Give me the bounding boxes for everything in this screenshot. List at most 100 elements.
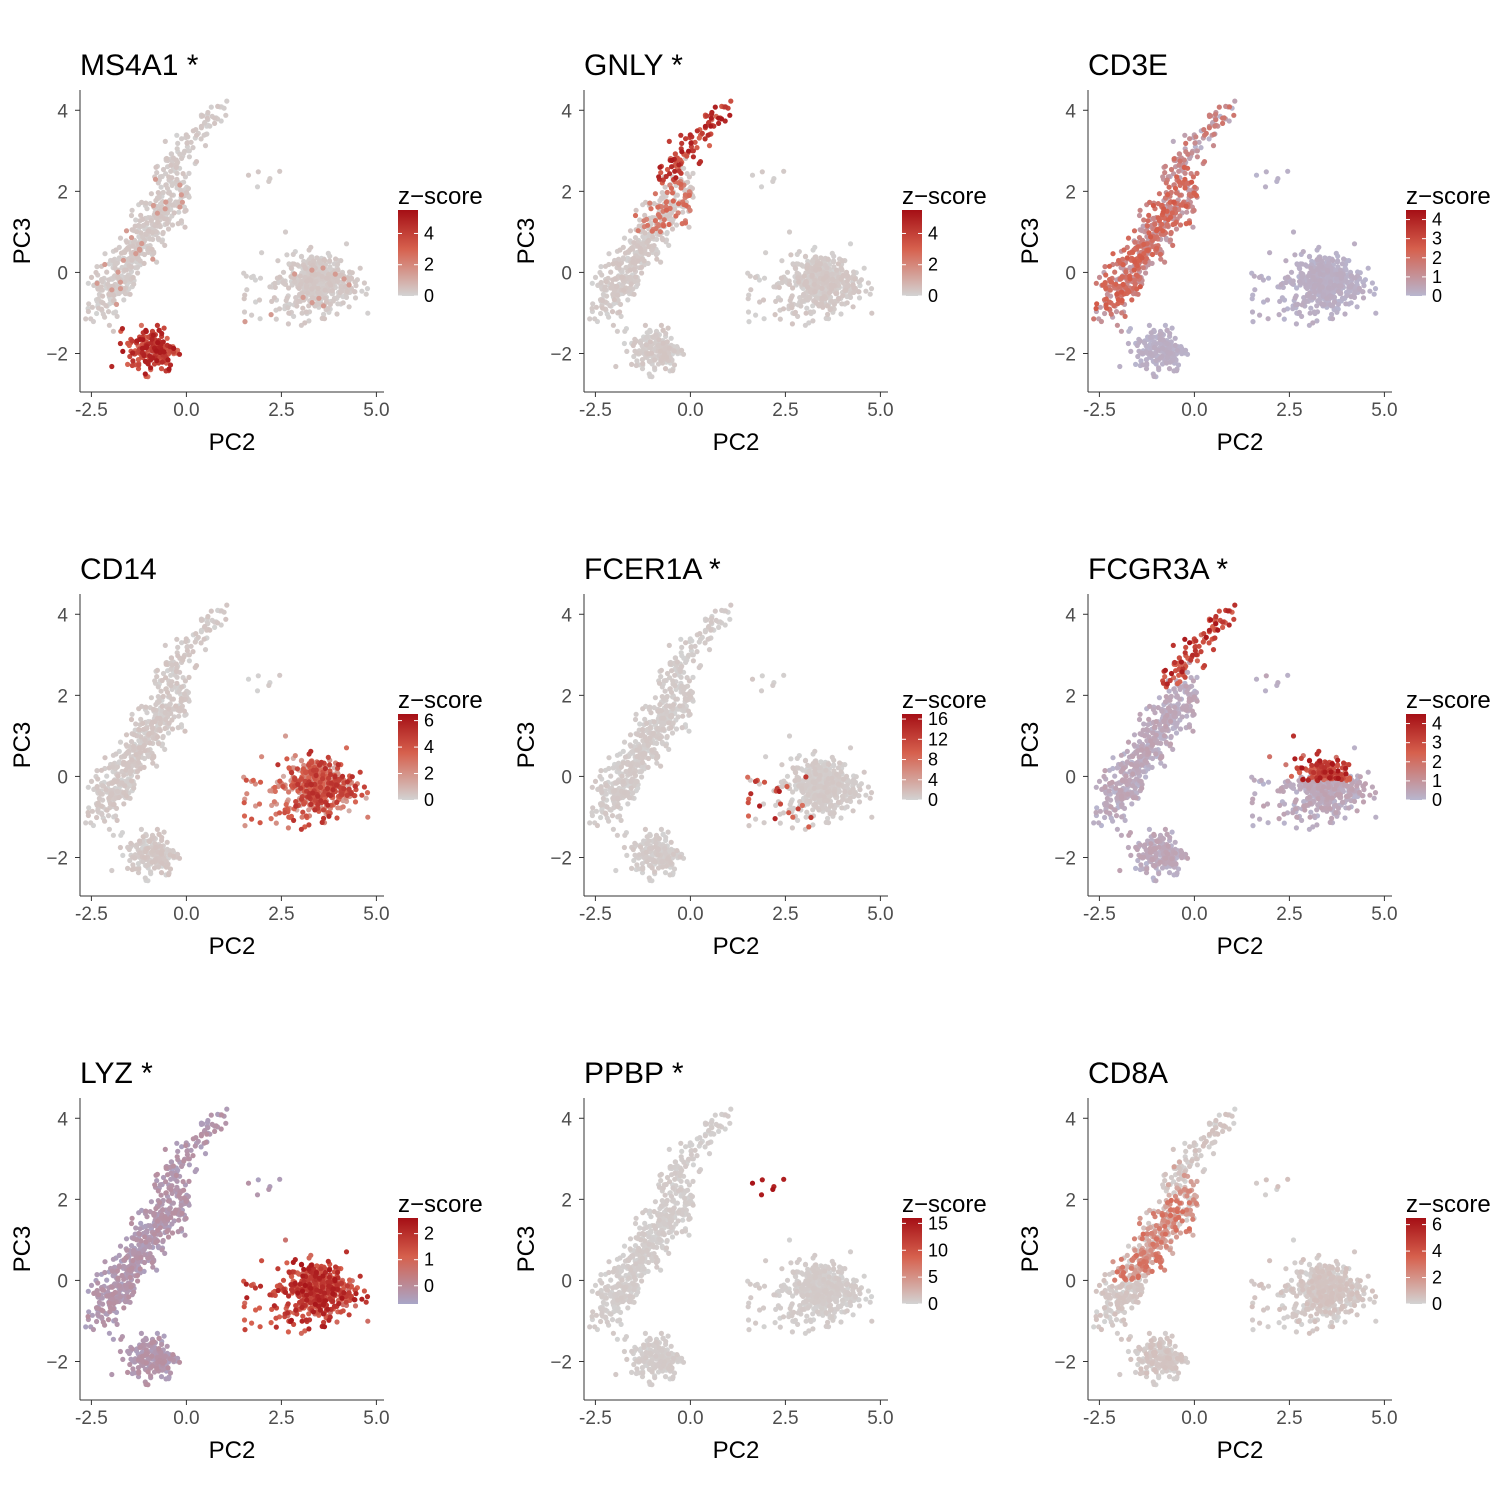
data-point <box>123 742 129 748</box>
data-point <box>308 748 314 754</box>
data-point <box>657 229 664 235</box>
data-point <box>325 802 331 808</box>
data-point <box>1136 212 1143 219</box>
data-point <box>223 616 229 622</box>
data-point <box>1337 270 1344 276</box>
data-point <box>747 273 753 279</box>
data-point <box>125 865 131 872</box>
data-point <box>1100 282 1106 288</box>
data-point <box>129 757 135 763</box>
data-point <box>1139 350 1145 356</box>
data-point <box>678 132 684 138</box>
data-point <box>1156 218 1162 224</box>
data-point <box>649 228 655 234</box>
legend-tick-label: 4 <box>424 223 434 243</box>
data-point <box>1310 269 1316 275</box>
data-point <box>170 853 176 859</box>
data-point <box>173 164 179 170</box>
data-point <box>1187 136 1193 142</box>
data-point <box>277 274 283 280</box>
data-point <box>164 839 170 845</box>
data-point <box>328 780 334 786</box>
data-point <box>1276 312 1282 318</box>
data-point <box>1137 284 1143 290</box>
data-point <box>120 852 126 859</box>
data-point <box>202 143 209 149</box>
data-point <box>277 168 283 174</box>
data-point <box>1354 304 1360 310</box>
y-axis-label: PC3 <box>9 722 36 769</box>
data-point <box>683 202 689 208</box>
data-point <box>1093 280 1099 286</box>
data-point <box>671 362 678 368</box>
data-point <box>614 292 621 298</box>
data-point <box>667 171 673 177</box>
points <box>587 98 875 380</box>
data-point <box>1372 286 1379 292</box>
legend-tick-label: 4 <box>1432 210 1442 230</box>
data-point <box>759 169 765 175</box>
data-point <box>157 721 163 727</box>
data-point <box>352 783 358 789</box>
data-point <box>1189 179 1195 185</box>
data-point <box>790 285 796 291</box>
data-point <box>1281 307 1287 313</box>
data-point <box>257 275 264 281</box>
data-point <box>1348 294 1354 300</box>
data-point <box>633 274 639 280</box>
data-point <box>121 801 127 807</box>
data-point <box>650 234 656 240</box>
data-point <box>687 132 693 138</box>
data-point <box>326 813 332 819</box>
data-point <box>133 251 139 257</box>
data-point <box>126 846 132 853</box>
data-point <box>165 730 172 736</box>
data-point <box>858 277 865 283</box>
data-point <box>770 178 776 184</box>
data-point <box>863 288 869 294</box>
data-point <box>169 696 175 702</box>
data-point <box>645 222 651 228</box>
data-point <box>1257 312 1263 318</box>
data-point <box>1348 284 1354 290</box>
data-point <box>162 710 168 716</box>
data-point <box>140 834 146 840</box>
data-point <box>328 282 334 288</box>
data-point <box>166 366 172 372</box>
data-point <box>151 865 158 871</box>
data-point <box>212 120 218 126</box>
data-point <box>617 301 624 307</box>
legend-tick-label: 0 <box>424 286 434 306</box>
data-point <box>177 151 183 157</box>
data-point <box>322 765 328 772</box>
data-point <box>346 808 352 814</box>
data-point <box>174 170 180 176</box>
data-point <box>223 112 229 118</box>
data-point <box>183 636 189 642</box>
data-point <box>339 773 346 779</box>
data-point <box>1181 164 1187 170</box>
panel-title: CD3E <box>1088 49 1168 82</box>
data-point <box>215 103 221 109</box>
data-point <box>1149 251 1156 258</box>
data-point <box>1156 365 1162 371</box>
data-point <box>819 285 825 291</box>
data-point <box>1312 289 1318 295</box>
data-point <box>150 753 157 760</box>
data-point <box>253 299 259 305</box>
data-point <box>292 271 298 277</box>
data-point <box>313 772 319 779</box>
data-point <box>158 366 165 372</box>
data-point <box>319 819 325 826</box>
data-point <box>1317 271 1323 277</box>
data-point <box>1319 284 1325 290</box>
data-point <box>1264 297 1271 303</box>
data-point <box>838 311 844 317</box>
data-point <box>179 684 185 690</box>
data-point <box>781 168 787 174</box>
data-point <box>666 345 672 351</box>
data-point <box>292 776 298 783</box>
panel-title: MS4A1 * <box>80 49 199 82</box>
data-point <box>1341 256 1347 262</box>
data-point <box>298 758 305 764</box>
